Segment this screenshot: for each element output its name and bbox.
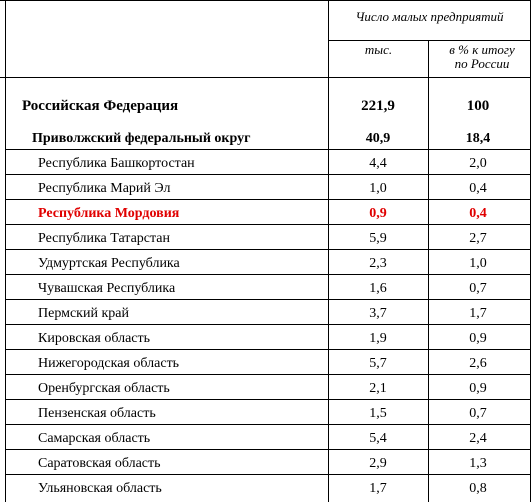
thousands-header: тыс. bbox=[364, 42, 393, 57]
region-name: Чувашская Республика bbox=[38, 281, 176, 296]
total-name: Российская Федерация bbox=[22, 98, 179, 114]
row-divider bbox=[5, 274, 531, 275]
region-percent: 2,0 bbox=[469, 156, 487, 171]
region-name: Пензенская область bbox=[38, 406, 156, 421]
region-percent: 0,4 bbox=[469, 181, 487, 196]
row-divider bbox=[5, 249, 531, 250]
column-group-header: Число малых предприятий bbox=[355, 9, 504, 24]
header-bottom-border bbox=[0, 77, 531, 78]
region-name: Нижегородская область bbox=[38, 356, 180, 371]
header-divider bbox=[328, 40, 531, 41]
region-thousands: 4,4 bbox=[369, 156, 387, 171]
region-thousands: 0,9 bbox=[369, 206, 387, 221]
region-thousands: 2,9 bbox=[369, 456, 387, 471]
region-name: Пермский край bbox=[38, 306, 129, 321]
row-divider bbox=[5, 399, 531, 400]
region-name: Удмуртская Республика bbox=[38, 256, 180, 271]
region-thousands: 1,0 bbox=[369, 181, 387, 196]
region-name: Ульяновская область bbox=[38, 481, 162, 496]
region-thousands: 2,1 bbox=[369, 381, 387, 396]
row-divider bbox=[5, 174, 531, 175]
row-divider bbox=[5, 224, 531, 225]
table-top-border bbox=[0, 0, 531, 1]
region-thousands: 5,9 bbox=[369, 231, 387, 246]
region-percent: 2,4 bbox=[469, 431, 487, 446]
row-divider bbox=[5, 324, 531, 325]
region-percent: 2,6 bbox=[469, 356, 487, 371]
region-thousands: 3,7 bbox=[369, 306, 387, 321]
row-divider bbox=[5, 349, 531, 350]
region-name: Оренбургская область bbox=[38, 381, 170, 396]
table-left-border bbox=[5, 0, 6, 502]
row-divider bbox=[5, 374, 531, 375]
district-thousands: 40,9 bbox=[365, 131, 391, 146]
region-percent: 0,7 bbox=[469, 406, 487, 421]
region-thousands: 5,4 bbox=[369, 431, 387, 446]
region-percent: 0,7 bbox=[469, 281, 487, 296]
region-name: Республика Башкортостан bbox=[38, 156, 195, 171]
district-name: Приволжский федеральный округ bbox=[32, 131, 251, 146]
row-divider bbox=[5, 199, 531, 200]
total-thousands: 221,9 bbox=[361, 98, 395, 114]
region-percent: 0,9 bbox=[469, 331, 487, 346]
region-percent: 0,9 bbox=[469, 381, 487, 396]
region-name: Самарская область bbox=[38, 431, 151, 446]
region-name: Республика Татарстан bbox=[38, 231, 171, 246]
district-percent: 18,4 bbox=[465, 131, 491, 146]
column-divider bbox=[328, 0, 329, 502]
region-thousands: 5,7 bbox=[369, 356, 387, 371]
region-name: Кировская область bbox=[38, 331, 151, 346]
column-divider bbox=[428, 40, 429, 502]
region-name: Республика Марий Эл bbox=[38, 181, 171, 196]
region-thousands: 1,6 bbox=[369, 281, 387, 296]
region-thousands: 2,3 bbox=[369, 256, 387, 271]
region-percent: 0,4 bbox=[469, 206, 487, 221]
region-percent: 2,7 bbox=[469, 231, 487, 246]
row-divider bbox=[5, 149, 531, 150]
region-thousands: 1,5 bbox=[369, 406, 387, 421]
region-thousands: 1,7 bbox=[369, 481, 387, 496]
region-thousands: 1,9 bbox=[369, 331, 387, 346]
row-divider bbox=[5, 449, 531, 450]
region-percent: 1,0 bbox=[469, 256, 487, 271]
row-divider bbox=[5, 474, 531, 475]
row-divider bbox=[5, 424, 531, 425]
region-percent: 1,7 bbox=[469, 306, 487, 321]
region-percent: 0,8 bbox=[469, 481, 487, 496]
total-percent: 100 bbox=[466, 98, 490, 114]
region-name: Республика Мордовия bbox=[38, 206, 180, 221]
region-percent: 1,3 bbox=[469, 456, 487, 471]
row-divider bbox=[5, 299, 531, 300]
region-name: Саратовская область bbox=[38, 456, 161, 471]
percent-header: в % к итогу по России bbox=[449, 42, 515, 71]
